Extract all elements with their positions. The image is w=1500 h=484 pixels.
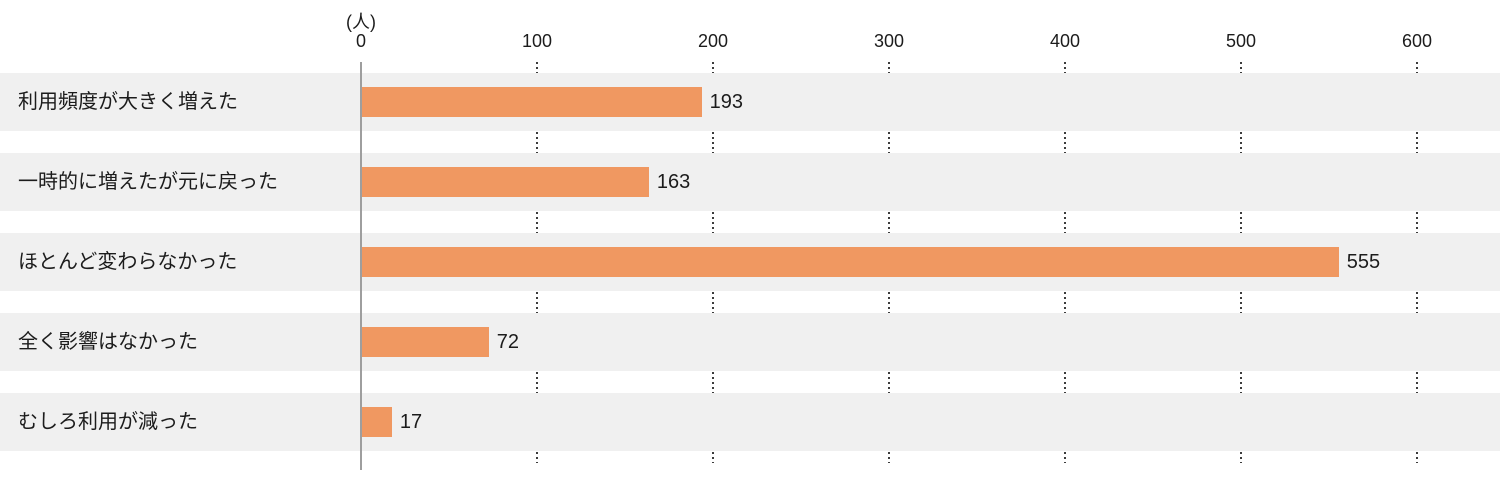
bar [362, 327, 489, 357]
bar-track: 193 [362, 87, 1418, 117]
category-label: 一時的に増えたが元に戻った [18, 171, 278, 193]
chart-row: 全く影響はなかった 72 [0, 313, 1500, 371]
bar-track: 555 [362, 247, 1418, 277]
row-stripe [0, 313, 1500, 371]
bar-track: 163 [362, 167, 1418, 197]
category-label: 全く影響はなかった [18, 331, 198, 353]
chart-row: 一時的に増えたが元に戻った 163 [0, 153, 1500, 211]
bar-value-label: 555 [1346, 251, 1381, 273]
bar [362, 167, 649, 197]
x-tick-0: 0 [355, 31, 367, 51]
bar-track: 72 [362, 327, 1418, 357]
x-tick-400: 400 [1049, 31, 1081, 51]
row-stripe [0, 153, 1500, 211]
x-tick-500: 500 [1225, 31, 1257, 51]
chart-row: 利用頻度が大きく増えた 193 [0, 73, 1500, 131]
y-axis-line [360, 62, 362, 470]
bar-track: 17 [362, 407, 1418, 437]
chart-row: むしろ利用が減った 17 [0, 393, 1500, 451]
category-label: むしろ利用が減った [18, 411, 198, 433]
bar-value-label: 193 [709, 91, 744, 113]
bar [362, 407, 392, 437]
category-label: ほとんど変わらなかった [18, 251, 238, 273]
x-tick-100: 100 [521, 31, 553, 51]
x-tick-600: 600 [1401, 31, 1433, 51]
row-stripe [0, 73, 1500, 131]
bar-value-label: 72 [496, 331, 519, 353]
bar [362, 87, 702, 117]
x-tick-300: 300 [873, 31, 905, 51]
axis-unit-label: (人) [346, 12, 376, 32]
x-tick-200: 200 [697, 31, 729, 51]
row-stripe [0, 393, 1500, 451]
x-axis-tick-labels: 0 100 200 300 400 500 600 [356, 31, 1432, 53]
bar-value-label: 163 [656, 171, 691, 193]
category-label: 利用頻度が大きく増えた [18, 91, 238, 113]
bar-value-label: 17 [399, 411, 423, 433]
bar [362, 247, 1339, 277]
chart-row: ほとんど変わらなかった 555 [0, 233, 1500, 291]
